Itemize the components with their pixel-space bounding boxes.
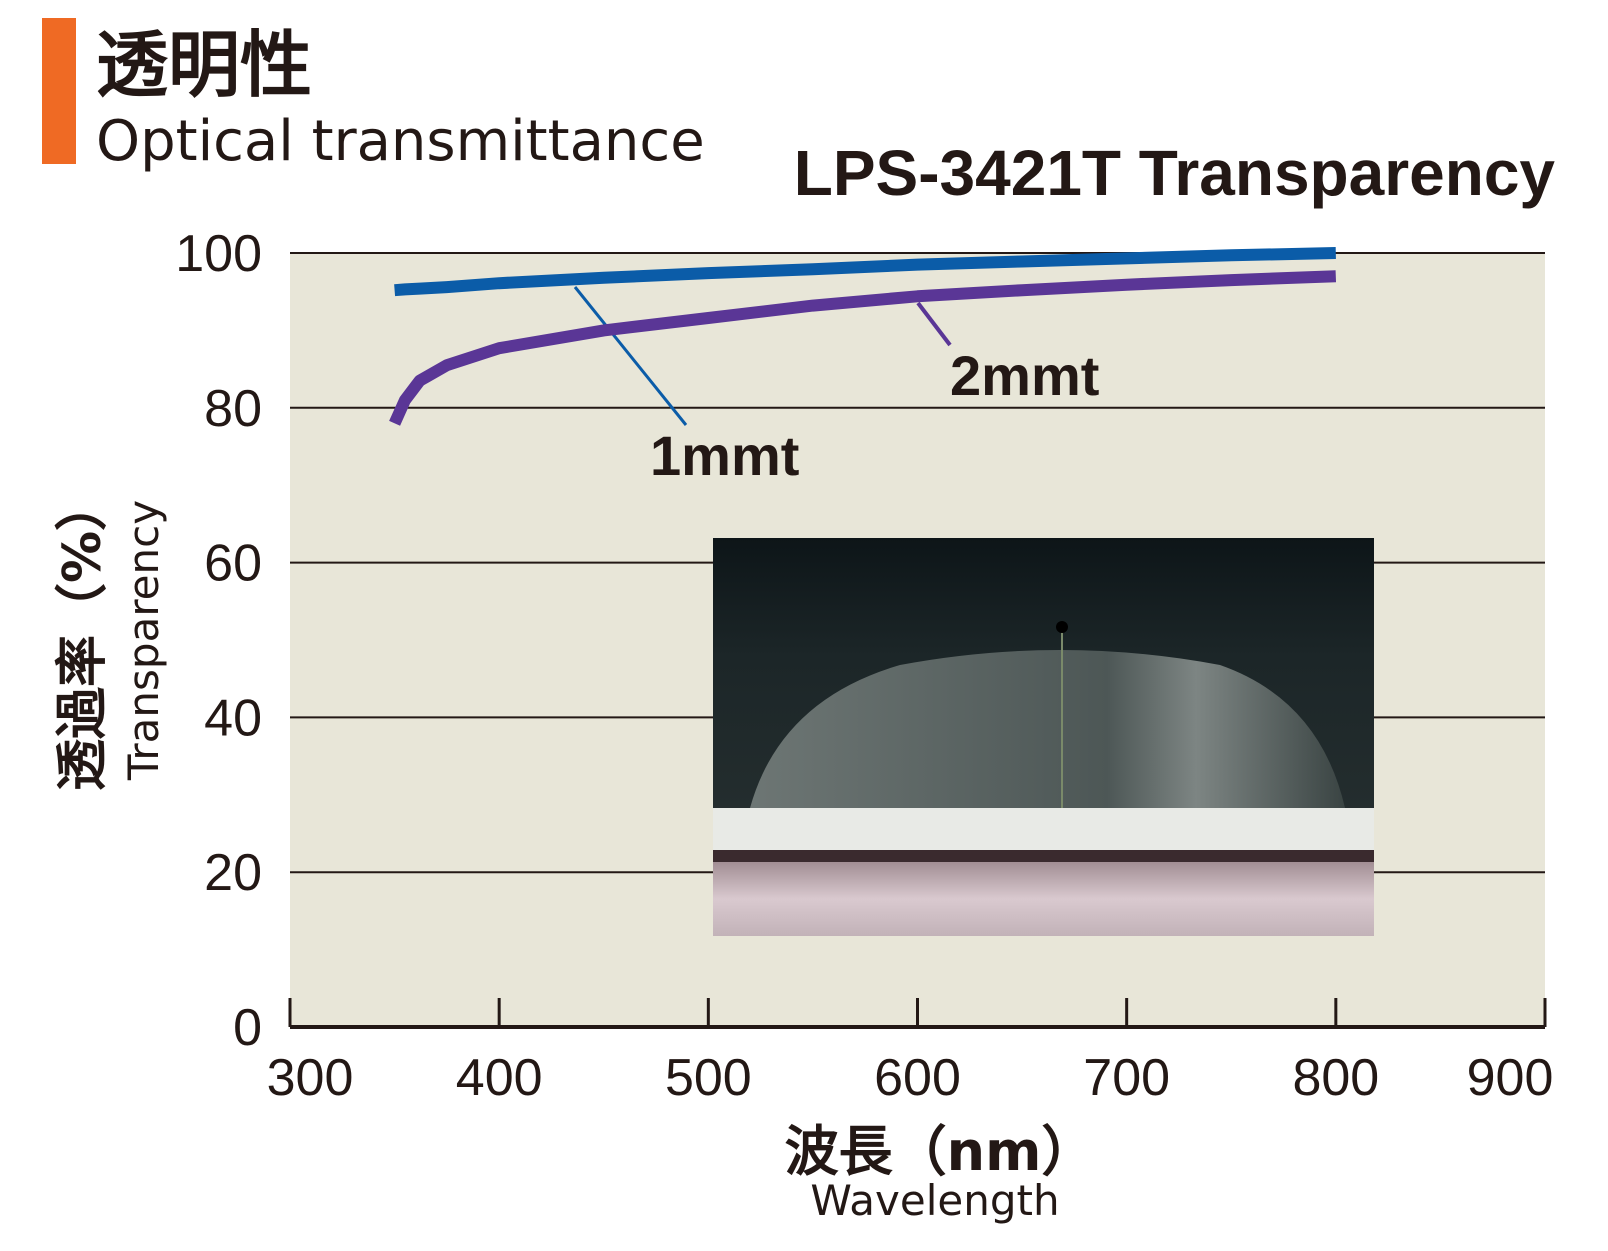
x-tick-label: 700 (1083, 1049, 1170, 1107)
x-axis-label-en: Wavelength (810, 1176, 1059, 1225)
y-tick-label: 0 (233, 999, 262, 1057)
x-tick-label: 300 (267, 1049, 354, 1107)
series-label: 2mmt (950, 344, 1099, 407)
x-tick-label: 800 (1292, 1049, 1379, 1107)
y-axis-label: 透過率（%） (53, 479, 113, 791)
x-tick-label: 600 (874, 1049, 961, 1107)
series-label: 1mmt (650, 424, 799, 487)
x-tick-label: 500 (665, 1049, 752, 1107)
x-tick-label: 400 (456, 1049, 543, 1107)
chart-title: LPS-3421T Transparency (794, 137, 1556, 209)
header-title: 透明性 (96, 23, 312, 107)
header-bar (42, 18, 76, 164)
y-tick-label: 60 (204, 535, 262, 593)
x-axis-label: 波長（nm） (785, 1120, 1096, 1183)
y-tick-label: 40 (204, 689, 262, 747)
y-tick-label: 80 (204, 380, 262, 438)
y-tick-label: 20 (204, 844, 262, 902)
header-subtitle: Optical transmittance (96, 109, 705, 174)
x-tick-label: 900 (1467, 1049, 1554, 1107)
photo (713, 538, 1374, 936)
y-tick-label: 100 (175, 225, 262, 283)
page: 透明性 Optical transmittance LPS-3421T Tran… (0, 0, 1608, 1251)
y-axis-label-en: Transparency (119, 500, 168, 781)
